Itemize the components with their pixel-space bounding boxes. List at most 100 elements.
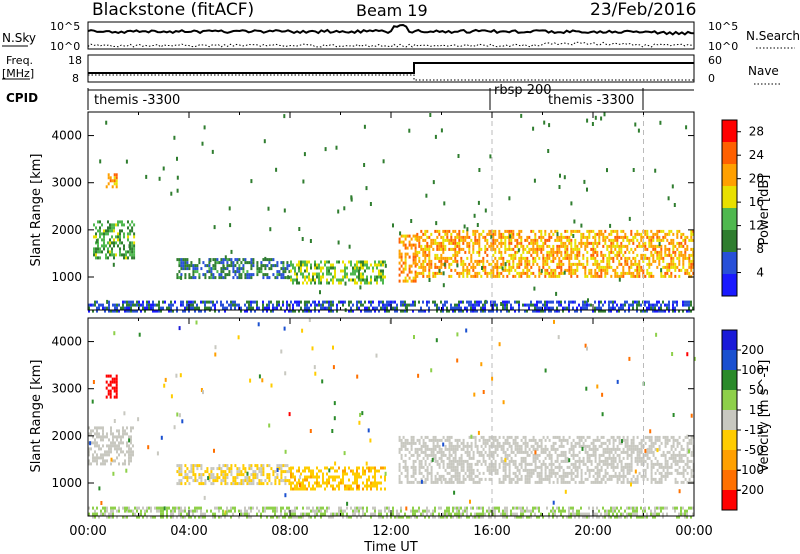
echo-cell (656, 229, 659, 233)
echo-cell (494, 300, 496, 304)
echo-cell (516, 474, 519, 478)
echo-cell (194, 309, 196, 313)
echo-cell (430, 447, 433, 451)
echo-cell (107, 220, 109, 224)
echo-cell (678, 253, 681, 257)
echo-cell (604, 271, 607, 275)
echo-cell (462, 480, 465, 484)
echo-cell (682, 238, 685, 242)
echo-cell (97, 229, 99, 233)
echo-cell (586, 453, 589, 457)
echo-cell (496, 471, 499, 475)
echo-cell (112, 444, 114, 448)
echo-cell (113, 386, 116, 390)
echo-cell (646, 453, 649, 457)
echo-cell (640, 309, 642, 313)
echo-speck (500, 302, 503, 306)
echo-cell (332, 263, 334, 267)
echo-cell (342, 260, 344, 264)
echo-cell (99, 235, 101, 239)
echo-cell (100, 426, 102, 430)
echo-cell (538, 268, 541, 272)
echo-cell (356, 487, 358, 491)
echo-cell (464, 450, 467, 454)
echo-cell (632, 438, 635, 442)
echo-cell (384, 260, 386, 264)
echo-cell (386, 306, 388, 310)
echo-cell (388, 309, 390, 313)
echo-cell (650, 253, 653, 257)
echo-cell (194, 515, 196, 519)
echo-cell (654, 456, 657, 460)
echo-cell (612, 244, 615, 248)
echo-cell (544, 256, 547, 260)
echo-cell (356, 469, 358, 473)
echo-cell (594, 465, 597, 469)
echo-cell (208, 267, 211, 271)
echo-cell (88, 447, 90, 451)
echo-cell (604, 309, 606, 313)
echo-cell (608, 441, 611, 445)
echo-cell (230, 470, 233, 474)
echo-cell (272, 258, 275, 262)
echo-cell (678, 471, 681, 475)
echo-cell (428, 262, 431, 266)
echo-cell (508, 444, 511, 448)
echo-cell (316, 484, 318, 488)
echo-cell (592, 438, 595, 442)
echo-cell (548, 232, 551, 236)
echo-cell (598, 462, 601, 466)
echo-cell (376, 281, 378, 285)
echo-cell (292, 263, 294, 267)
echo-cell (614, 474, 617, 478)
echo-cell (686, 300, 688, 304)
echo-cell (492, 465, 495, 469)
echo-cell (654, 462, 657, 466)
echo-cell (476, 444, 479, 448)
echo-cell (474, 438, 477, 442)
echo-cell (480, 450, 483, 454)
echo-cell (158, 509, 160, 513)
echo-cell (454, 465, 457, 469)
echo-cell (664, 235, 667, 239)
echo-cell (554, 441, 557, 445)
echo-cell (654, 259, 657, 263)
echo-cell (95, 247, 97, 251)
echo-cell (672, 438, 675, 442)
echo-cell (654, 438, 657, 442)
echo-cell (178, 473, 181, 477)
echo-cell (508, 459, 511, 463)
echo-cell (101, 238, 103, 242)
echo-cell (610, 309, 612, 313)
echo-cell (362, 263, 364, 267)
echo-cell (508, 468, 511, 472)
echo-cell (424, 259, 427, 263)
echo-cell (382, 269, 384, 273)
echo-cell (628, 465, 631, 469)
echo-cell (554, 471, 557, 475)
echo-cell (522, 459, 525, 463)
echo-cell (342, 472, 344, 476)
echo-cell (686, 447, 689, 451)
echo-cell (494, 450, 497, 454)
echo-cell (464, 459, 467, 463)
echo-cell (382, 278, 384, 282)
echo-cell (672, 441, 675, 445)
echo-cell (326, 281, 328, 285)
echo-cell (588, 474, 591, 478)
echo-cell (474, 241, 477, 245)
echo-cell (456, 444, 459, 448)
echo-cell (550, 444, 553, 448)
echo-cell (496, 441, 499, 445)
echo-cell (448, 480, 451, 484)
echo-cell (422, 456, 425, 460)
echo-cell (312, 469, 314, 473)
echo-cell (192, 467, 195, 471)
echo-cell (250, 467, 253, 471)
echo-cell (564, 306, 566, 310)
echo-cell (590, 229, 593, 233)
echo-cell (204, 479, 207, 483)
echo-cell (316, 481, 318, 485)
echo-cell (656, 244, 659, 248)
echo-cell (530, 450, 533, 454)
